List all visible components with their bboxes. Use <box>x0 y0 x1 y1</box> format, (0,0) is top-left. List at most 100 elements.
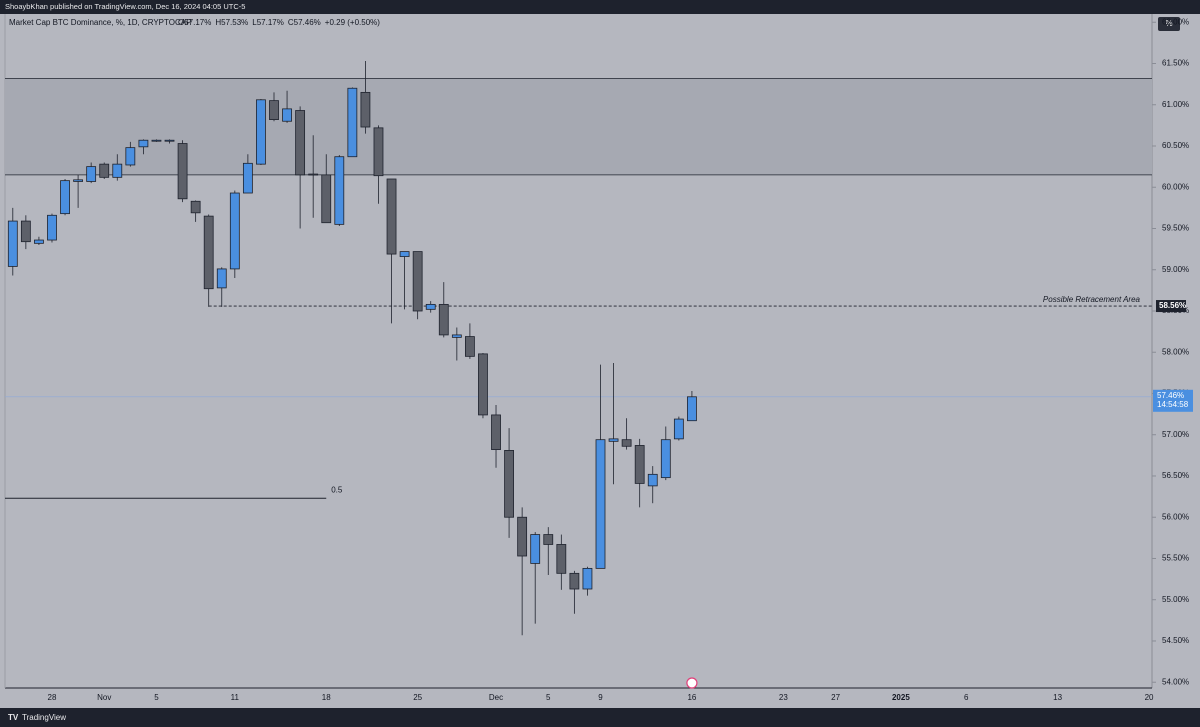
y-tick-label: 61.50% <box>1162 59 1189 68</box>
candle-body <box>190 200 201 214</box>
scale-button-label[interactable]: % <box>1165 19 1172 28</box>
candle-body <box>360 91 371 128</box>
candle-body <box>242 162 253 194</box>
candle-body <box>530 534 541 564</box>
ohlc-value: L57.17% <box>252 18 284 27</box>
retracement-text: Possible Retracement Area <box>1043 295 1141 304</box>
candle-body <box>438 303 449 336</box>
candle-body <box>595 439 606 569</box>
x-tick-label: 5 <box>546 693 551 702</box>
candle-body <box>229 192 240 270</box>
candle-body <box>151 139 162 142</box>
candle-body <box>634 445 645 484</box>
ohlc-value: H57.53% <box>215 18 248 27</box>
event-icon <box>686 677 698 689</box>
brand: TradingView <box>22 713 66 722</box>
retracement-price-tag <box>1156 300 1186 313</box>
x-tick-label: 25 <box>413 693 422 702</box>
candle-body <box>295 110 306 176</box>
countdown: 14:54:58 <box>1157 400 1189 409</box>
y-tick-label: 60.50% <box>1162 141 1189 150</box>
y-tick-label: 55.50% <box>1162 554 1189 563</box>
candle-body <box>86 166 97 182</box>
header-bar <box>0 0 1200 14</box>
y-tick-label: 56.50% <box>1162 471 1189 480</box>
y-tick-label: 59.00% <box>1162 265 1189 274</box>
candle-body <box>660 439 671 479</box>
y-tick-label: 62.00% <box>1162 17 1189 26</box>
candle-body <box>125 147 136 166</box>
candle-body <box>138 139 149 148</box>
candle-body <box>177 143 188 200</box>
candle-body <box>556 544 567 574</box>
candle-body <box>112 163 123 178</box>
candle-body <box>321 174 332 224</box>
retracement-price-label: 58.56% <box>1159 301 1186 310</box>
x-tick-label: 9 <box>598 693 603 702</box>
candle-body <box>47 214 57 241</box>
candle-body <box>687 396 697 422</box>
candle-body <box>373 127 384 177</box>
ohlc-value: C57.46% <box>288 18 321 27</box>
x-tick-label: Dec <box>489 693 503 702</box>
x-tick-label: 5 <box>154 693 159 702</box>
candle-body <box>412 251 423 312</box>
x-tick-label: Nov <box>97 693 111 702</box>
candle-body <box>256 99 266 165</box>
ohlc-legend: O57.17% H57.53% L57.17% C57.46% +0.29 (+0.50… <box>178 18 380 27</box>
publisher: ShoaybKhan published on TradingView.com,… <box>5 2 245 11</box>
candle-body <box>99 163 110 178</box>
candle-body <box>647 473 658 487</box>
candle-body <box>308 173 319 176</box>
candle-body <box>7 220 18 267</box>
x-tick-label: 11 <box>231 693 240 702</box>
candle-body <box>621 439 632 447</box>
candle-body <box>73 179 83 182</box>
scale-button[interactable] <box>1158 17 1180 31</box>
x-tick-label: 18 <box>322 693 331 702</box>
candle-body <box>334 156 345 225</box>
ohlc-value: +0.29 (+0.50%) <box>325 18 380 27</box>
x-tick-label: 6 <box>964 693 969 702</box>
candle-body <box>269 100 279 120</box>
candle-body <box>203 215 214 290</box>
symbol: Market Cap BTC Dominance, %, 1D, CRYPTOC… <box>9 18 191 27</box>
candle-body <box>673 418 684 440</box>
candle-body <box>282 108 292 122</box>
candle-body <box>164 139 175 142</box>
last-price-label: 57.46% <box>1157 391 1184 400</box>
y-tick-label: 61.00% <box>1162 100 1189 109</box>
candle-body <box>582 567 593 590</box>
candle-body <box>20 220 31 243</box>
candle-body <box>478 353 488 416</box>
candle-body <box>569 572 580 590</box>
y-tick-label: 59.50% <box>1162 224 1189 233</box>
candle-body <box>425 303 436 310</box>
x-tick-label: 20 <box>1145 693 1154 702</box>
y-tick-label: 57.00% <box>1162 430 1189 439</box>
resistance-zone <box>5 78 1152 175</box>
x-tick-label: 23 <box>779 693 788 702</box>
x-tick-label: 13 <box>1053 693 1062 702</box>
candle-body <box>451 334 462 338</box>
x-tick-label: 2025 <box>892 693 910 702</box>
y-tick-label: 56.00% <box>1162 512 1189 521</box>
last-price-tag <box>1153 389 1193 412</box>
candle-body <box>464 336 475 357</box>
candle-body <box>60 180 70 215</box>
candle-body <box>347 87 358 158</box>
footer-bar <box>0 708 1200 727</box>
candle-body <box>216 268 227 289</box>
ohlc-value: O57.17% <box>178 18 211 27</box>
x-tick-label: 28 <box>48 693 57 702</box>
y-tick-label: 58.00% <box>1162 347 1189 356</box>
candle-body <box>491 414 501 450</box>
x-tick-label: 16 <box>687 693 696 702</box>
candle-body <box>543 534 554 545</box>
y-tick-label: 55.00% <box>1162 595 1189 604</box>
candle-body <box>517 516 528 557</box>
y-tick-label: 54.00% <box>1162 677 1189 686</box>
brand-logo: TV <box>8 713 19 722</box>
candle-body <box>504 450 514 518</box>
